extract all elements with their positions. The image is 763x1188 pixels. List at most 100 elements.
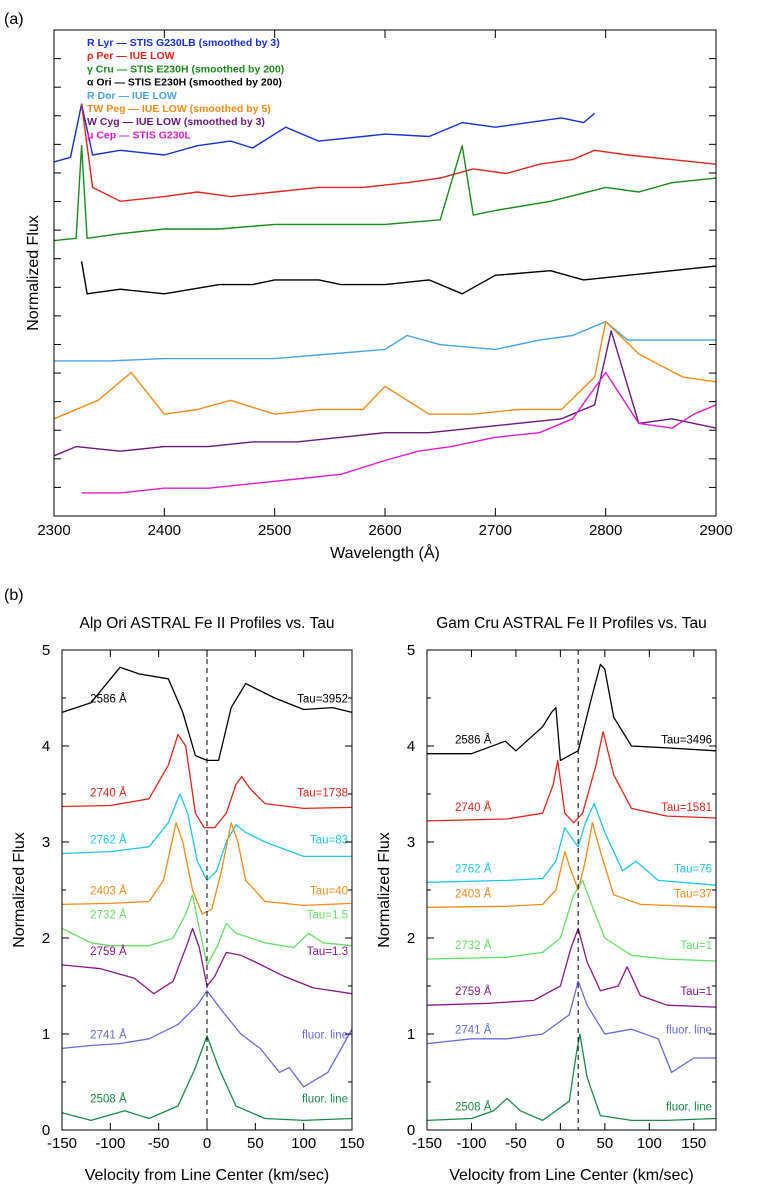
x-axis-label-b1: Velocity from Line Center (km/sec) — [85, 1167, 330, 1184]
profile-label-b2-7: 2508 Å — [455, 1100, 492, 1113]
profile-line-b2-1 — [426, 730, 717, 824]
x-tick-label-a-0: 2300 — [37, 522, 70, 539]
profile-label-b2-5: 2759 Å — [455, 985, 492, 998]
tau-label-b1-6: fluor. line — [302, 1029, 348, 1041]
legend-entry-a-5: TW Peg — IUE LOW (smoothed by 5) — [87, 103, 271, 115]
x-tick-label-a-3: 2600 — [368, 522, 401, 539]
y-tick-label-b1-0: 0 — [42, 1122, 50, 1139]
profile-label-b1-5: 2759 Å — [90, 945, 127, 958]
x-tick-label-b2-5: 100 — [637, 1135, 662, 1152]
tau-label-b1-3: Tau=40 — [310, 885, 348, 897]
tau-label-b2-6: fluor. line — [666, 1025, 712, 1037]
x-tick-label-b1-0: -150 — [47, 1135, 77, 1152]
y-tick-label-b1-2: 2 — [42, 930, 50, 947]
profile-label-b1-7: 2508 Å — [90, 1093, 127, 1106]
tau-label-b2-1: Tau=1581 — [661, 802, 712, 814]
y-tick-label-b2-3: 3 — [407, 834, 415, 851]
y-tick-label-b2-0: 0 — [407, 1122, 415, 1139]
x-tick-label-b1-5: 100 — [291, 1135, 316, 1152]
x-tick-label-b1-1: -100 — [95, 1135, 125, 1152]
profile-label-b1-3: 2403 Å — [90, 884, 127, 897]
chart-b2: 2586 Å Tau=3496 2740 Å Tau=1581 2762 Å Tau=76… — [376, 615, 717, 1184]
profile-label-b1-0: 2586 Å — [90, 692, 127, 705]
y-tick-label-b1-3: 3 — [42, 834, 50, 851]
profile-label-b2-2: 2762 Å — [455, 862, 492, 875]
tau-label-b2-3: Tau=37 — [674, 888, 712, 900]
profile-label-b1-2: 2762 Å — [90, 834, 127, 847]
profile-line-b1-2 — [61, 793, 352, 882]
legend-entry-a-4: R Dor — IUE LOW — [87, 90, 177, 102]
x-tick-label-a-5: 2800 — [589, 522, 622, 539]
tau-label-b2-7: fluor. line — [666, 1101, 712, 1113]
profile-line-b2-3 — [426, 822, 717, 908]
x-tick-label-b2-3: 0 — [556, 1135, 564, 1152]
tau-label-b2-4: Tau=1 — [680, 940, 712, 952]
series-line-a-2 — [53, 144, 717, 242]
profile-line-b1-5 — [61, 927, 353, 995]
y-tick-label-b1-4: 4 — [42, 738, 50, 755]
x-tick-label-a-4: 2700 — [479, 522, 512, 539]
x-tick-label-b2-2: -50 — [505, 1135, 527, 1152]
legend-entry-a-7: μ Cep — STIS G230L — [87, 129, 191, 141]
profile-line-b2-0 — [427, 663, 717, 762]
y-tick-label-b2-1: 1 — [407, 1026, 415, 1043]
x-axis-label-b2: Velocity from Line Center (km/sec) — [449, 1167, 694, 1184]
tau-label-b1-4: Tau=1.5 — [307, 909, 348, 921]
profile-line-b1-7 — [61, 1035, 353, 1122]
series-line-a-1 — [80, 104, 717, 203]
tau-label-b2-5: Tau=1 — [680, 986, 712, 998]
tau-label-b1-2: Tau=83 — [310, 835, 348, 847]
y-axis-label-b2: Normalized Flux — [376, 832, 393, 948]
y-tick-label-b1-5: 5 — [42, 642, 50, 659]
series-line-a-6 — [53, 330, 717, 457]
profile-line-b2-4 — [426, 879, 717, 962]
x-tick-label-b2-0: -150 — [412, 1135, 442, 1152]
panel-label-b: (b) — [4, 587, 24, 604]
x-tick-label-b2-6: 150 — [681, 1135, 706, 1152]
profile-label-b2-1: 2740 Å — [455, 801, 492, 814]
tau-label-b2-2: Tau=76 — [674, 863, 712, 875]
profile-label-b1-4: 2732 Å — [90, 908, 127, 921]
profile-line-b2-7 — [426, 1033, 717, 1122]
profile-line-b2-5 — [426, 927, 717, 1008]
profile-label-b2-3: 2403 Å — [455, 887, 492, 900]
tau-label-b1-1: Tau=1738 — [297, 787, 348, 799]
y-tick-label-b2-4: 4 — [407, 738, 415, 755]
chart-b1: 2586 Å Tau=3952 2740 Å Tau=1738 2762 Å Tau=83… — [11, 615, 365, 1184]
profile-label-b1-1: 2740 Å — [90, 786, 127, 799]
y-tick-label-b2-5: 5 — [407, 642, 415, 659]
tau-label-b1-5: Tau=1.3 — [307, 946, 348, 958]
series-line-a-7 — [81, 371, 717, 494]
y-tick-label-b1-1: 1 — [42, 1026, 50, 1043]
chart-title-b2: Gam Cru ASTRAL Fe II Profiles vs. Tau — [436, 615, 706, 632]
profile-line-b2-2 — [426, 802, 717, 886]
tau-label-b1-7: fluor. line — [302, 1094, 348, 1106]
chart-a: 2300 2400 2500 2600 2700 2800 2900 Wavelength (… — [25, 29, 733, 562]
profile-label-b2-6: 2741 Å — [455, 1024, 492, 1037]
x-tick-label-a-2: 2500 — [258, 522, 291, 539]
profile-line-b1-4 — [61, 894, 353, 966]
x-tick-label-a-1: 2400 — [148, 522, 181, 539]
profile-label-b2-4: 2732 Å — [455, 939, 492, 952]
legend-entry-a-0: R Lyr — STIS G230LB (smoothed by 3) — [87, 37, 280, 49]
series-line-a-4 — [54, 320, 716, 362]
series-line-a-0 — [53, 103, 596, 163]
x-tick-label-b1-2: -50 — [148, 1135, 170, 1152]
profile-line-b1-1 — [61, 733, 353, 829]
profile-line-b1-6 — [61, 990, 353, 1088]
x-tick-label-b2-4: 50 — [597, 1135, 614, 1152]
y-axis-label-a: Normalized Flux — [25, 215, 42, 331]
panel-label-a: (a) — [4, 11, 24, 28]
x-tick-label-b1-3: 0 — [203, 1135, 211, 1152]
x-axis-label-a: Wavelength (Å) — [330, 543, 440, 562]
x-tick-label-a-6: 2900 — [699, 522, 732, 539]
tau-label-b1-0: Tau=3952 — [297, 693, 348, 705]
chart-title-b1: Alp Ori ASTRAL Fe II Profiles vs. Tau — [80, 615, 335, 632]
legend-entry-a-3: α Ori — STIS E230H (smoothed by 200) — [87, 77, 282, 89]
y-tick-label-b2-2: 2 — [407, 930, 415, 947]
tau-label-b2-0: Tau=3496 — [661, 735, 712, 747]
legend-entry-a-2: γ Cru — STIS E230H (smoothed by 200) — [87, 63, 284, 75]
profile-label-b2-0: 2586 Å — [455, 734, 492, 747]
profile-label-b1-6: 2741 Å — [90, 1028, 127, 1041]
